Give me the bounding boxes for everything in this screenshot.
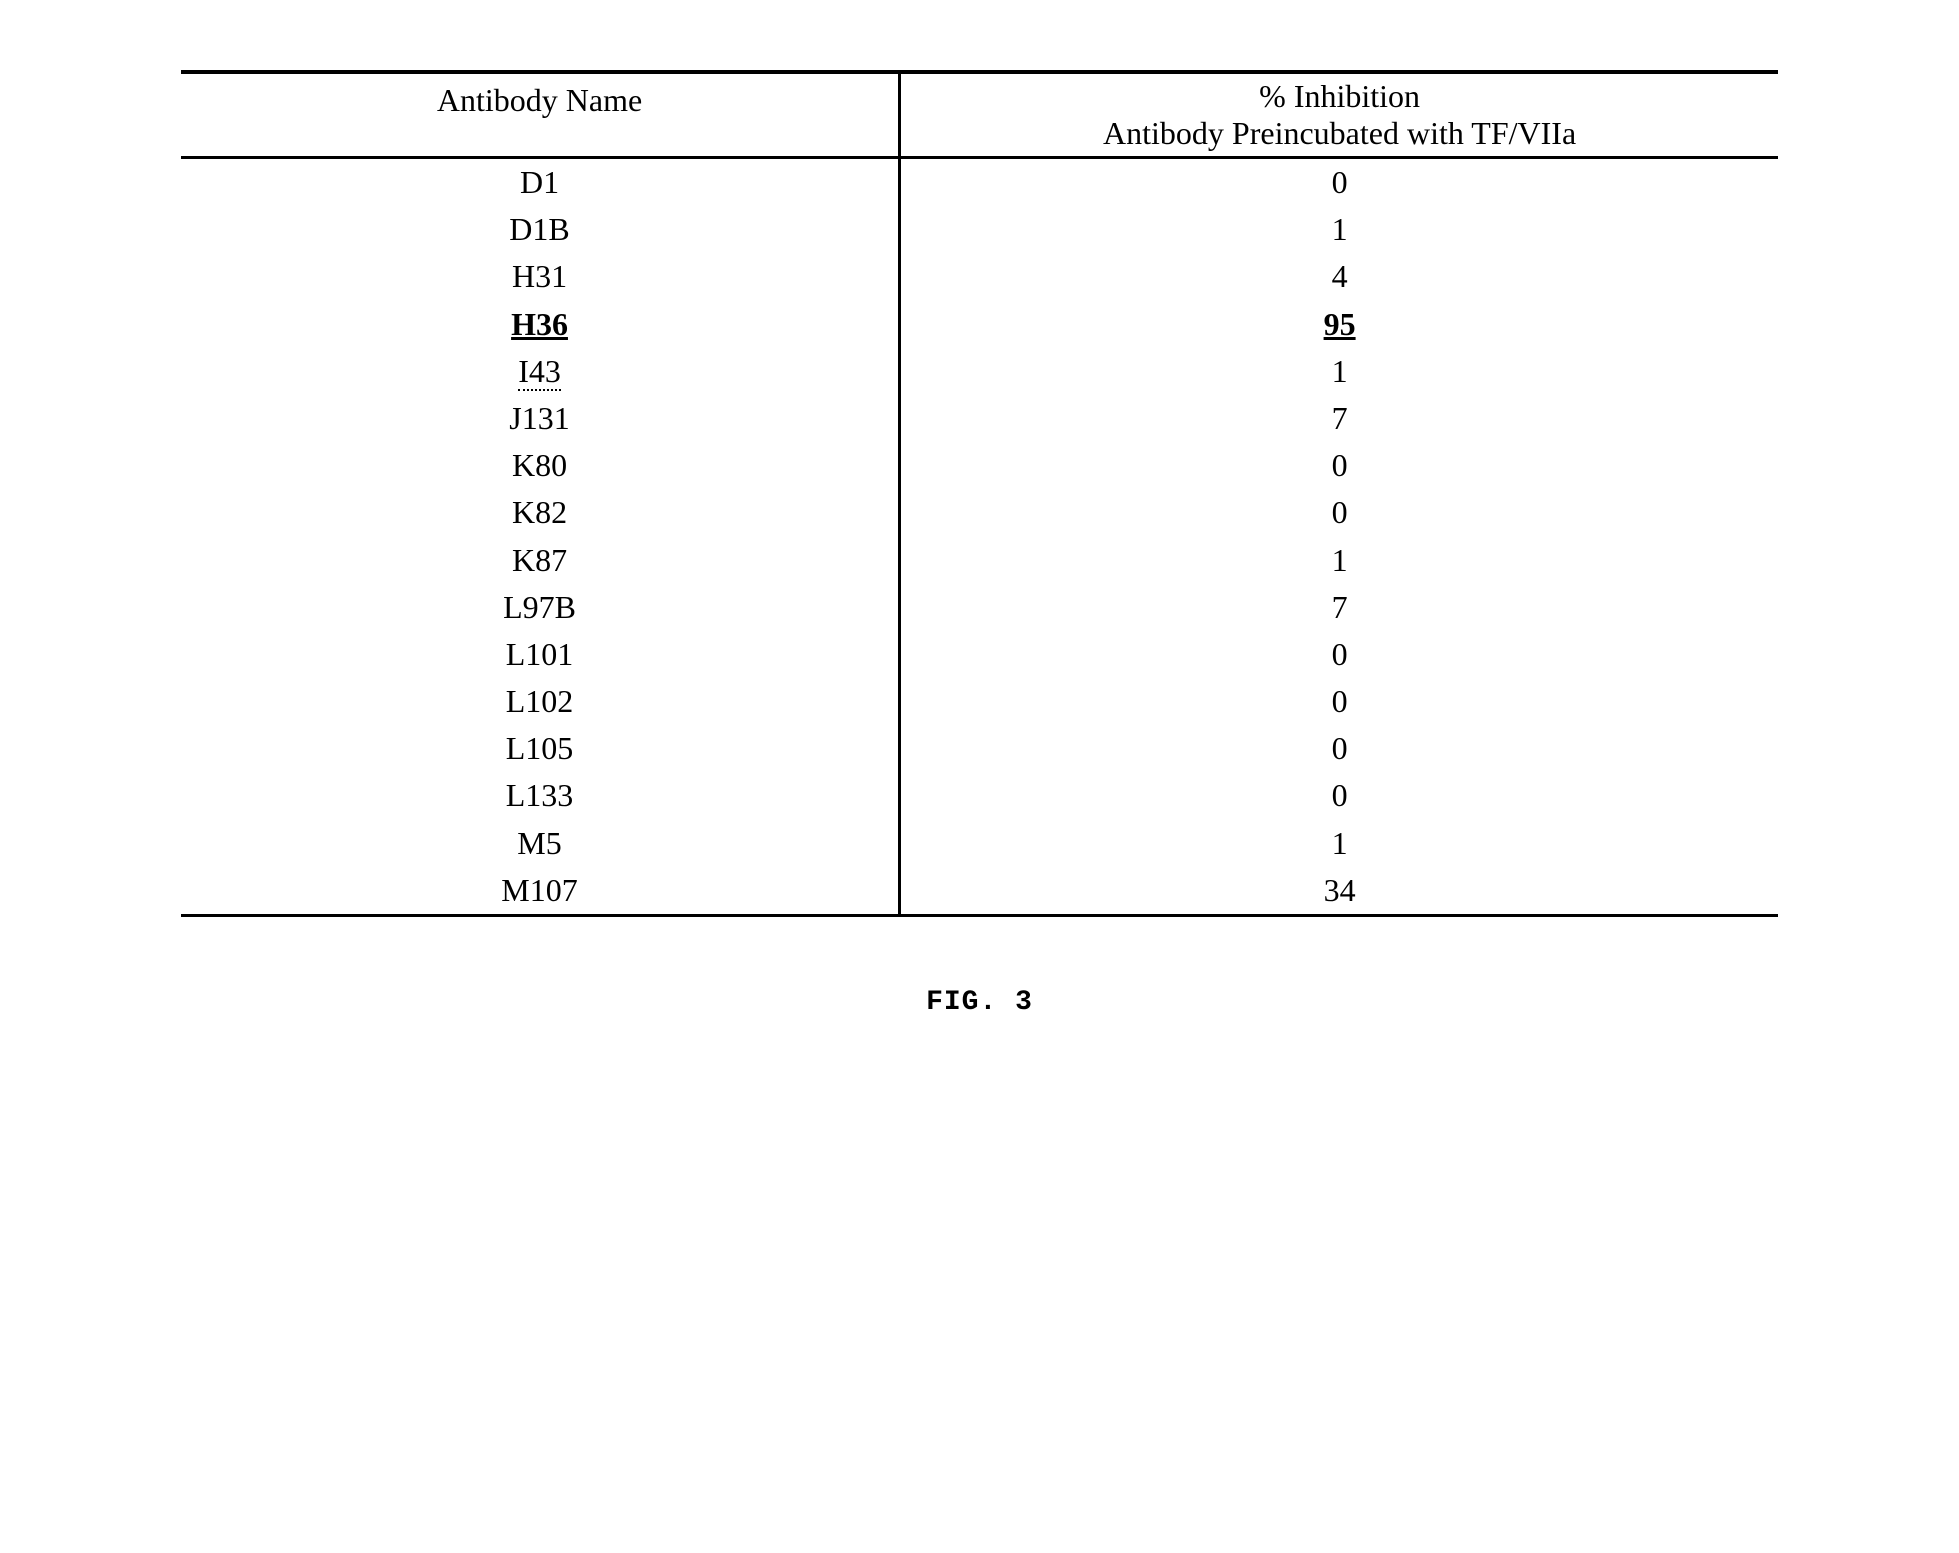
cell-inhibition-value: 0 — [900, 678, 1778, 725]
cell-inhibition-value: 1 — [900, 537, 1778, 584]
inhibition-value: 0 — [1332, 730, 1348, 766]
cell-antibody-name: L102 — [181, 678, 900, 725]
cell-antibody-name: K82 — [181, 489, 900, 536]
header-text-col2-line1: % Inhibition — [1259, 78, 1420, 114]
cell-antibody-name: I43 — [181, 348, 900, 395]
table-row: L105 0 — [181, 725, 1778, 772]
antibody-inhibition-table: Antibody Name % Inhibition Antibody Prei… — [181, 70, 1778, 917]
inhibition-value: 0 — [1332, 683, 1348, 719]
antibody-name-value: K87 — [512, 542, 567, 578]
cell-antibody-name: M5 — [181, 820, 900, 867]
antibody-name-value: M107 — [501, 872, 577, 908]
cell-inhibition-value: 0 — [900, 631, 1778, 678]
table-row: D1B 1 — [181, 206, 1778, 253]
cell-inhibition-value: 1 — [900, 348, 1778, 395]
cell-inhibition-value: 4 — [900, 253, 1778, 300]
inhibition-value: 0 — [1332, 164, 1348, 200]
inhibition-value: 7 — [1332, 400, 1348, 436]
inhibition-value: 0 — [1332, 447, 1348, 483]
antibody-name-value: K80 — [512, 447, 567, 483]
cell-antibody-name: L105 — [181, 725, 900, 772]
header-col-inhibition: % Inhibition Antibody Preincubated with … — [900, 72, 1778, 158]
cell-inhibition-value: 34 — [900, 867, 1778, 916]
inhibition-value: 7 — [1332, 589, 1348, 625]
antibody-name-value: H36 — [511, 306, 568, 342]
header-text-col1: Antibody Name — [437, 82, 642, 118]
inhibition-value: 1 — [1332, 542, 1348, 578]
cell-antibody-name: H31 — [181, 253, 900, 300]
table-body: D1 0 D1B 1 H31 4 H36 95 I43 1 J131 7 K80 0 K82 0 K87 1 L97… — [181, 158, 1778, 916]
antibody-name-value: J131 — [509, 400, 569, 436]
antibody-name-value: L97B — [503, 589, 576, 625]
cell-antibody-name: D1B — [181, 206, 900, 253]
cell-antibody-name: K80 — [181, 442, 900, 489]
inhibition-value: 1 — [1332, 353, 1348, 389]
inhibition-value: 0 — [1332, 777, 1348, 813]
cell-inhibition-value: 7 — [900, 395, 1778, 442]
cell-antibody-name: D1 — [181, 158, 900, 207]
figure-caption: FIG. 3 — [40, 987, 1919, 1018]
cell-antibody-name: K87 — [181, 537, 900, 584]
cell-antibody-name: L133 — [181, 772, 900, 819]
antibody-name-value: H31 — [512, 258, 567, 294]
table-row: K82 0 — [181, 489, 1778, 536]
table-row: H31 4 — [181, 253, 1778, 300]
antibody-name-value: M5 — [517, 825, 561, 861]
header-text-col2-line2: Antibody Preincubated with TF/VIIa — [1103, 115, 1576, 151]
antibody-name-value: L133 — [506, 777, 574, 813]
cell-inhibition-value: 0 — [900, 772, 1778, 819]
cell-antibody-name: L101 — [181, 631, 900, 678]
cell-inhibition-value: 1 — [900, 820, 1778, 867]
cell-antibody-name: M107 — [181, 867, 900, 916]
header-row: Antibody Name % Inhibition Antibody Prei… — [181, 72, 1778, 158]
cell-inhibition-value: 0 — [900, 158, 1778, 207]
table-header: Antibody Name % Inhibition Antibody Prei… — [181, 72, 1778, 158]
cell-inhibition-value: 0 — [900, 725, 1778, 772]
table-row: L97B 7 — [181, 584, 1778, 631]
inhibition-value: 95 — [1324, 306, 1356, 342]
cell-inhibition-value: 95 — [900, 301, 1778, 348]
header-col-antibody-name: Antibody Name — [181, 72, 900, 158]
antibody-name-value: L105 — [506, 730, 574, 766]
antibody-name-value: L101 — [506, 636, 574, 672]
cell-inhibition-value: 0 — [900, 489, 1778, 536]
table-row: M5 1 — [181, 820, 1778, 867]
cell-antibody-name: J131 — [181, 395, 900, 442]
antibody-inhibition-table-container: Antibody Name % Inhibition Antibody Prei… — [181, 70, 1778, 917]
cell-inhibition-value: 7 — [900, 584, 1778, 631]
antibody-name-value: L102 — [506, 683, 574, 719]
antibody-name-value: D1B — [509, 211, 569, 247]
antibody-name-value: K82 — [512, 494, 567, 530]
table-row: I43 1 — [181, 348, 1778, 395]
antibody-name-value: I43 — [518, 353, 561, 391]
inhibition-value: 4 — [1332, 258, 1348, 294]
table-row: M107 34 — [181, 867, 1778, 916]
cell-inhibition-value: 1 — [900, 206, 1778, 253]
cell-inhibition-value: 0 — [900, 442, 1778, 489]
table-row: L101 0 — [181, 631, 1778, 678]
antibody-name-value: D1 — [520, 164, 559, 200]
table-row: D1 0 — [181, 158, 1778, 207]
inhibition-value: 1 — [1332, 825, 1348, 861]
table-row: L102 0 — [181, 678, 1778, 725]
table-row: H36 95 — [181, 301, 1778, 348]
table-row: K87 1 — [181, 537, 1778, 584]
cell-antibody-name: L97B — [181, 584, 900, 631]
table-row: K80 0 — [181, 442, 1778, 489]
inhibition-value: 1 — [1332, 211, 1348, 247]
cell-antibody-name: H36 — [181, 301, 900, 348]
inhibition-value: 34 — [1324, 872, 1356, 908]
table-row: L133 0 — [181, 772, 1778, 819]
inhibition-value: 0 — [1332, 636, 1348, 672]
table-row: J131 7 — [181, 395, 1778, 442]
inhibition-value: 0 — [1332, 494, 1348, 530]
